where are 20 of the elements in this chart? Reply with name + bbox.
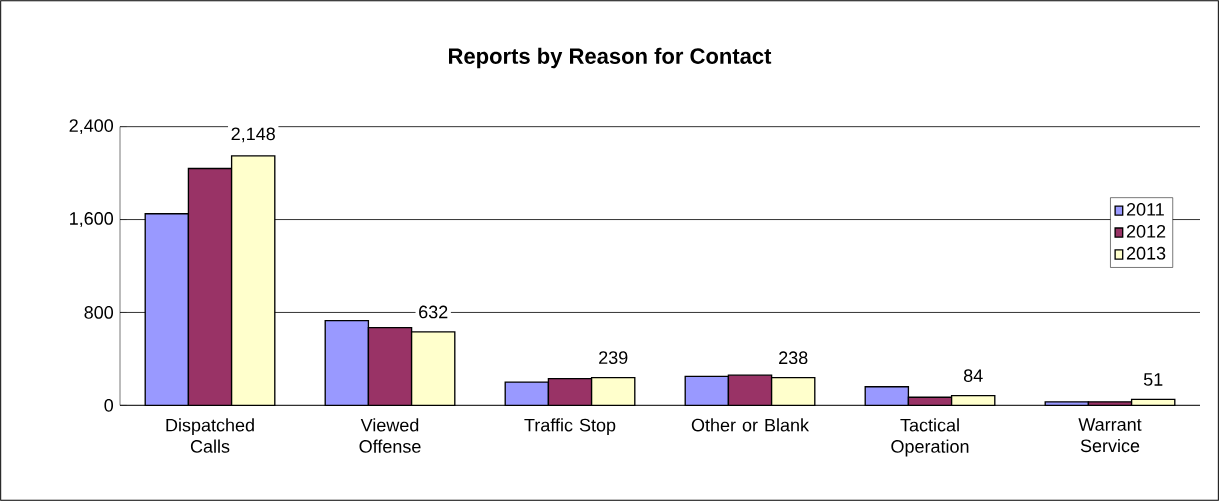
- x-tick-label: Tactical Operation: [891, 418, 969, 457]
- data-label: 84: [963, 369, 983, 382]
- x-tick-label: Traffic Stop: [524, 418, 616, 436]
- data-label: 2,148: [231, 127, 275, 143]
- y-tick-label: 2,400: [69, 119, 114, 135]
- legend-label: 2012: [1126, 224, 1166, 238]
- x-tick-label: Dispatched Calls: [166, 418, 254, 453]
- x-tick-label: Viewed Offense: [359, 418, 421, 453]
- y-tick-label: 1,600: [70, 212, 114, 227]
- legend-label: 2013: [1126, 246, 1166, 260]
- legend-label: 2011: [1126, 203, 1164, 216]
- x-tick-label: Other or Blank: [691, 418, 810, 432]
- data-label: 632: [419, 305, 448, 319]
- y-tick-label: 800: [84, 306, 114, 319]
- data-label: 238: [779, 351, 808, 365]
- data-label: 239: [599, 351, 628, 364]
- data-label: 51: [1143, 373, 1163, 386]
- chart-title: Reports by Reason for Contact: [449, 47, 772, 69]
- x-tick-label: Warrant Service: [1078, 418, 1142, 453]
- y-tick-label: 0: [104, 398, 114, 412]
